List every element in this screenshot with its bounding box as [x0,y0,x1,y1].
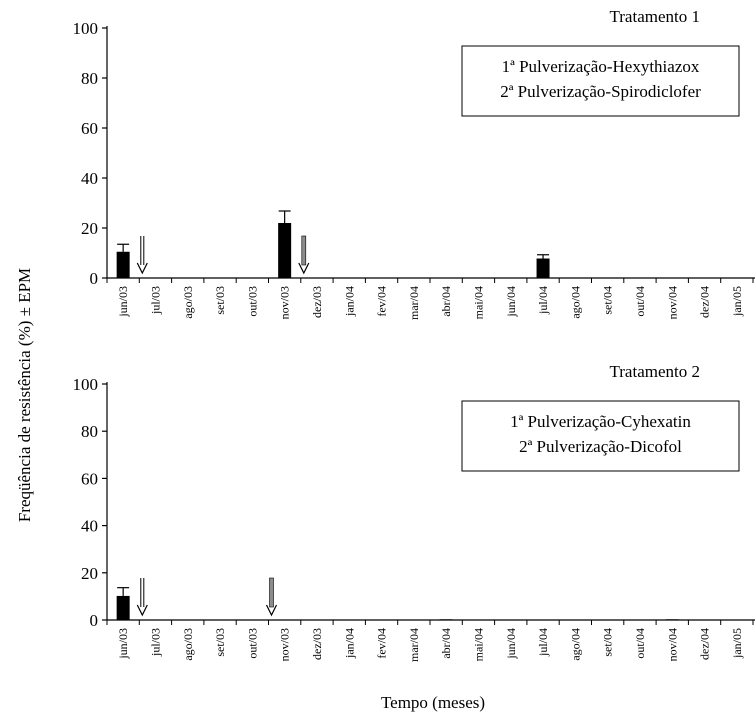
x-tick-label: set/04 [601,286,615,315]
y-tick-label: 20 [81,219,98,238]
x-tick-label: out/04 [633,628,647,659]
panel-title: Tratamento 2 [609,362,700,381]
x-tick-label: dez/04 [698,286,712,318]
x-tick-label: jun/04 [504,628,518,660]
x-tick-label: fev/04 [375,286,389,317]
x-tick-label: nov/03 [278,628,292,661]
x-tick-label: dez/03 [310,628,324,660]
x-tick-label: jun/04 [504,286,518,318]
y-tick-label: 100 [73,375,99,394]
x-tick-label: jul/04 [536,628,550,657]
x-tick-label: mar/04 [407,286,421,320]
x-tick-label: mai/04 [471,628,485,661]
x-tick-label: dez/03 [310,286,324,318]
x-tick-label: ago/04 [568,628,582,661]
legend-line: 2ª Pulverização-Dicofol [519,437,682,456]
x-tick-label: out/03 [245,628,259,659]
x-tick-label: abr/04 [439,286,453,317]
y-tick-label: 40 [81,517,98,536]
legend-box: 1ª Pulverização-Hexythiazox 2ª Pulverizaç… [461,45,740,117]
x-tick-label: jun/03 [116,286,130,318]
bar [665,619,679,620]
bar [439,619,453,620]
x-tick-label: ago/03 [181,628,195,661]
x-tick-label: jan/04 [342,286,356,317]
chart-panel-tratamento-2: 0 20 40 60 80 100 jun/03 jul/03 ago/03 set/03 out/… [73,362,755,662]
bar [278,223,292,278]
y-tick-label: 60 [81,469,98,488]
y-tick-label: 100 [73,19,99,38]
spray-arrow-first [136,236,148,275]
panel-title: Tratamento 1 [609,7,700,26]
y-tick-label: 80 [81,69,98,88]
x-tick-label: jul/03 [148,628,162,657]
x-tick-label: nov/03 [278,286,292,319]
legend-box: 1ª Pulverização-Cyhexatin 2ª Pulverização… [461,400,740,472]
x-tick-label: nov/04 [665,286,679,319]
bar [116,251,130,278]
x-tick-label: set/03 [213,286,227,315]
x-tick-label: out/03 [245,286,259,317]
x-tick-label: mai/04 [471,286,485,319]
x-tick-label: nov/04 [665,628,679,661]
x-tick-label: dez/04 [698,628,712,660]
y-tick-label: 0 [90,269,99,288]
y-tick-label: 0 [90,611,99,630]
y-tick-label: 60 [81,119,98,138]
legend-line: 2ª Pulverização-Spirodiclofer [500,82,701,101]
y-tick-label: 80 [81,422,98,441]
x-axis-label: Tempo (meses) [381,693,485,712]
x-tick-label: ago/03 [181,286,195,319]
x-tick-label: jun/03 [116,628,130,660]
x-tick-label: out/04 [633,286,647,317]
x-tick-label: set/03 [213,628,227,657]
chart-panel-tratamento-1: 0 20 40 60 80 100 jun/03 jul/03 ago/03 set/03 out/… [73,7,755,320]
spray-arrow-first [136,578,148,617]
x-tick-label: ago/04 [568,286,582,319]
legend-line: 1ª Pulverização-Cyhexatin [510,412,691,431]
x-tick-label: abr/04 [439,628,453,659]
x-tick-label: jul/04 [536,286,550,315]
spray-arrow-second [298,235,310,275]
x-tick-label: mar/04 [407,628,421,662]
spray-arrow-second [265,577,278,617]
y-tick-label: 40 [81,169,98,188]
bar [116,595,130,620]
x-tick-label: set/04 [601,628,615,657]
x-tick-label: jul/03 [148,286,162,315]
bar [536,258,550,278]
x-tick-label: jan/05 [730,628,744,659]
x-tick-label: fev/04 [375,628,389,659]
legend-line: 1ª Pulverização-Hexythiazox [502,57,700,76]
y-axis-label: Freqüência de resistência (%) ± EPM [15,268,34,522]
x-tick-label: jan/04 [342,628,356,659]
x-tick-label: jan/05 [730,286,744,317]
y-tick-label: 20 [81,564,98,583]
